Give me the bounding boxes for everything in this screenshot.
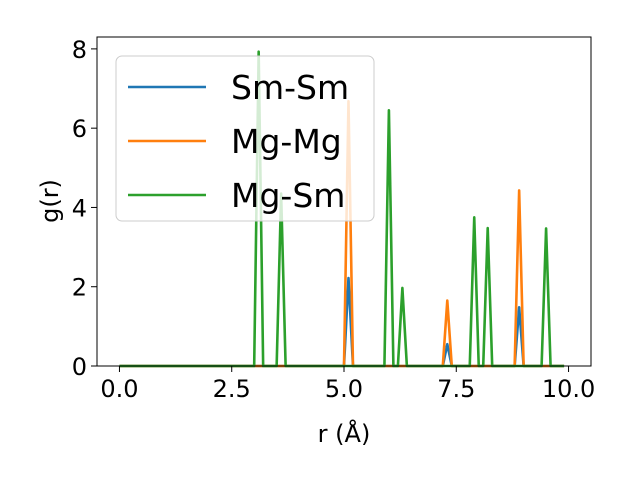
x-axis-label: r (Å) <box>318 419 371 448</box>
y-axis-ticks: 0 2 4 6 8 <box>72 36 97 381</box>
y-tick-label: 0 <box>72 353 87 381</box>
legend-frame <box>115 55 375 222</box>
x-tick-label: 7.5 <box>437 375 475 403</box>
x-tick-label: 5.0 <box>325 375 363 403</box>
x-tick-label: 10.0 <box>542 375 595 403</box>
legend-label-0: Sm-Sm <box>231 68 349 107</box>
y-tick-label: 8 <box>72 36 87 64</box>
legend: Sm-Sm Mg-Mg Mg-Sm <box>115 55 375 222</box>
y-tick-label: 6 <box>72 115 87 143</box>
legend-label-2: Mg-Sm <box>231 176 345 215</box>
x-tick-label: 2.5 <box>213 375 251 403</box>
legend-label-1: Mg-Mg <box>231 122 342 161</box>
y-axis-label: g(r) <box>36 179 64 223</box>
x-axis-ticks: 0.0 2.5 5.0 7.5 10.0 <box>100 366 595 403</box>
series-line-0 <box>119 276 565 368</box>
x-tick-label: 0.0 <box>100 375 138 403</box>
y-tick-label: 2 <box>72 274 87 302</box>
y-tick-label: 4 <box>72 194 87 222</box>
